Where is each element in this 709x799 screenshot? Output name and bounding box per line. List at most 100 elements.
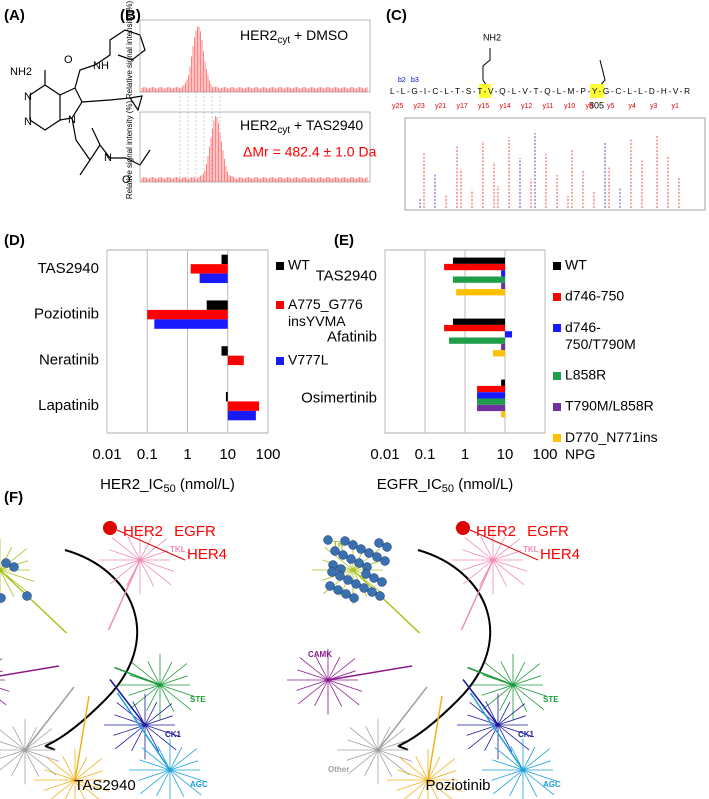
hit	[1, 558, 11, 568]
hit	[22, 591, 32, 601]
atom: NH	[93, 60, 109, 72]
group-label: Other	[328, 765, 349, 774]
legend-line: A775_G776	[288, 296, 363, 312]
leaf	[512, 661, 526, 686]
leaf	[64, 779, 76, 799]
branch	[0, 665, 60, 677]
leaf	[139, 536, 153, 561]
target-label: HER2	[476, 523, 516, 540]
ion-label: y5	[607, 103, 615, 110]
x-tick-label: 100	[255, 446, 280, 463]
leaf	[327, 658, 356, 681]
leaf	[377, 726, 391, 751]
leaf	[144, 703, 173, 726]
group-label: AGC	[190, 780, 208, 789]
leaf	[427, 779, 439, 799]
leaf	[299, 657, 329, 681]
ion-label: y15	[478, 103, 489, 110]
leaf	[499, 684, 514, 712]
panel-label: (F)	[4, 489, 23, 506]
x-tick-label: 10	[497, 446, 514, 463]
leaf	[492, 536, 506, 561]
leaf	[131, 662, 161, 686]
hit	[330, 546, 340, 556]
leaf	[144, 724, 160, 752]
bar	[449, 337, 505, 344]
leaf	[44, 769, 76, 781]
leaf	[298, 679, 329, 705]
hit	[361, 569, 371, 579]
legend-label: V777L	[288, 352, 329, 368]
hit	[349, 593, 359, 603]
y-label: Relative signal intensity (%)	[125, 1, 134, 100]
ion-label: y4	[629, 103, 637, 110]
t: cyt	[277, 35, 290, 46]
ion-label: y3	[650, 103, 658, 110]
leaf	[415, 756, 429, 781]
leaf	[74, 758, 103, 781]
hit	[338, 550, 348, 560]
atom: NH2	[10, 66, 32, 78]
spectrum-frame	[139, 19, 371, 93]
leaf	[159, 663, 188, 686]
leaf	[522, 748, 551, 771]
leaf	[128, 684, 161, 696]
leaf	[24, 749, 60, 762]
x-axis-label-part: EGFR_IC	[377, 476, 442, 493]
y-tick-label: Afatinib	[327, 328, 377, 345]
leaf	[494, 747, 524, 771]
bar	[452, 318, 505, 325]
leaf	[512, 684, 545, 711]
x-tick-label: 10	[219, 446, 236, 463]
leaf	[169, 746, 183, 771]
leaf	[43, 779, 76, 791]
hit	[0, 593, 6, 603]
legend-swatch	[276, 262, 284, 270]
trunk	[397, 549, 492, 751]
spectra	[139, 19, 371, 183]
bar	[456, 289, 505, 296]
x-axis-label-part: HER2_IC	[100, 476, 164, 493]
x-axis-label-part: 50	[442, 483, 454, 495]
leaf	[169, 769, 202, 796]
leaf	[139, 550, 168, 561]
leaf	[115, 724, 146, 750]
leaf	[129, 674, 161, 686]
branch	[427, 695, 443, 781]
msms	[419, 133, 680, 208]
leaf	[347, 739, 379, 751]
leaf	[24, 749, 57, 776]
leaf	[497, 701, 511, 726]
bar	[501, 343, 505, 351]
ion-label: y8	[586, 103, 594, 110]
hit	[335, 571, 345, 581]
legend-label: A775_G776 insYVMA	[288, 296, 363, 329]
hit	[372, 552, 382, 562]
leaf	[315, 656, 329, 681]
hit	[351, 579, 361, 589]
target	[103, 521, 117, 535]
legend-label: WT	[565, 257, 587, 273]
leaf	[110, 559, 141, 585]
bar	[154, 319, 228, 329]
spectrum-title: HER2cyt + TAS2940	[240, 117, 363, 136]
hit	[375, 591, 385, 601]
sidechain	[482, 48, 606, 89]
leaf	[140, 769, 171, 795]
leaf	[0, 687, 10, 692]
x-axis-label-part: (nmol/L)	[176, 476, 235, 493]
kinome-trees: TKTKLCAMKSTECK1AGCCMGCOtherHER2EGFRHER4T…	[0, 521, 580, 799]
bar	[477, 398, 505, 405]
x-tick-label: 0.01	[370, 446, 399, 463]
legend-label: T790M/L858R	[565, 398, 654, 414]
bar	[492, 350, 505, 357]
legend-swatch	[276, 357, 284, 365]
leaf	[0, 749, 26, 759]
atom: N	[24, 91, 32, 103]
leaf	[377, 728, 406, 751]
branch	[352, 569, 421, 634]
x-tick-label: 0.1	[137, 446, 158, 463]
bar	[147, 309, 228, 320]
leaf	[127, 536, 141, 561]
